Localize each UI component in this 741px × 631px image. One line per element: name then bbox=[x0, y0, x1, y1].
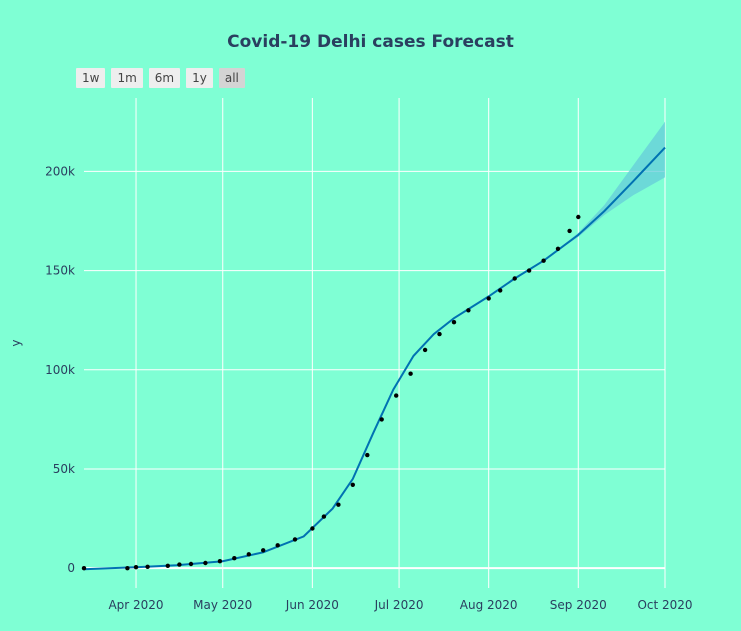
x-tick-label: Jul 2020 bbox=[374, 598, 424, 612]
observed-point bbox=[394, 393, 399, 398]
chart-title: Covid-19 Delhi cases Forecast bbox=[227, 32, 514, 52]
range-button-1m[interactable]: 1m bbox=[111, 68, 143, 88]
y-axis-title: y bbox=[9, 339, 23, 346]
observed-point bbox=[133, 565, 139, 570]
y-tick-label: 100k bbox=[45, 363, 75, 377]
observed-point bbox=[451, 320, 457, 325]
range-selector: 1w 1m 6m 1y all bbox=[76, 68, 245, 88]
range-button-all[interactable]: all bbox=[218, 68, 245, 88]
observed-point bbox=[321, 514, 327, 519]
observed-point bbox=[203, 560, 208, 566]
observed-point bbox=[466, 308, 471, 313]
observed-point bbox=[567, 228, 572, 234]
observed-point bbox=[125, 566, 130, 571]
observed-point bbox=[275, 543, 280, 548]
axis-labels: 0 50k 100k 150k 200k Apr 2020 May 2020 Jun 2020… bbox=[9, 164, 693, 612]
observed-point bbox=[486, 296, 491, 301]
observed-point bbox=[217, 559, 223, 564]
observed-point bbox=[188, 561, 194, 567]
observed-point bbox=[81, 566, 87, 571]
y-tick-label: 200k bbox=[45, 164, 75, 178]
observed-points-layer bbox=[81, 214, 581, 571]
observed-point bbox=[336, 502, 341, 507]
range-button-1w[interactable]: 1w bbox=[76, 68, 106, 88]
observed-point bbox=[555, 246, 561, 251]
observed-point bbox=[408, 371, 413, 376]
observed-point bbox=[379, 417, 384, 422]
x-tick-label: Jun 2020 bbox=[285, 598, 339, 612]
range-button-1y[interactable]: 1y bbox=[186, 68, 213, 88]
x-tick-label: May 2020 bbox=[193, 598, 252, 612]
observed-point bbox=[145, 564, 150, 569]
range-button-6m[interactable]: 6m bbox=[148, 68, 181, 88]
observed-point bbox=[422, 347, 428, 353]
observed-point bbox=[576, 214, 581, 220]
observed-point bbox=[512, 276, 517, 281]
observed-point bbox=[437, 331, 442, 337]
x-tick-label: Aug 2020 bbox=[460, 598, 518, 612]
forecast-line-layer bbox=[83, 146, 666, 571]
y-tick-label: 150k bbox=[45, 264, 75, 278]
observed-point bbox=[261, 548, 266, 553]
grid-lines bbox=[84, 98, 666, 588]
observed-point bbox=[246, 552, 251, 557]
y-tick-label: 0 bbox=[67, 561, 75, 575]
observed-point bbox=[526, 268, 532, 273]
forecast-line bbox=[83, 146, 666, 571]
x-tick-label: Oct 2020 bbox=[637, 598, 692, 612]
observed-point bbox=[292, 537, 298, 542]
observed-point bbox=[165, 563, 170, 568]
observed-point bbox=[310, 526, 315, 531]
x-tick-label: Sep 2020 bbox=[550, 598, 607, 612]
observed-point bbox=[365, 452, 370, 458]
observed-point bbox=[541, 258, 546, 263]
y-tick-label: 50k bbox=[53, 462, 75, 476]
x-tick-label: Apr 2020 bbox=[108, 598, 163, 612]
observed-point bbox=[177, 562, 182, 567]
observed-point bbox=[350, 482, 355, 487]
observed-point bbox=[498, 288, 503, 293]
observed-point bbox=[232, 556, 237, 561]
